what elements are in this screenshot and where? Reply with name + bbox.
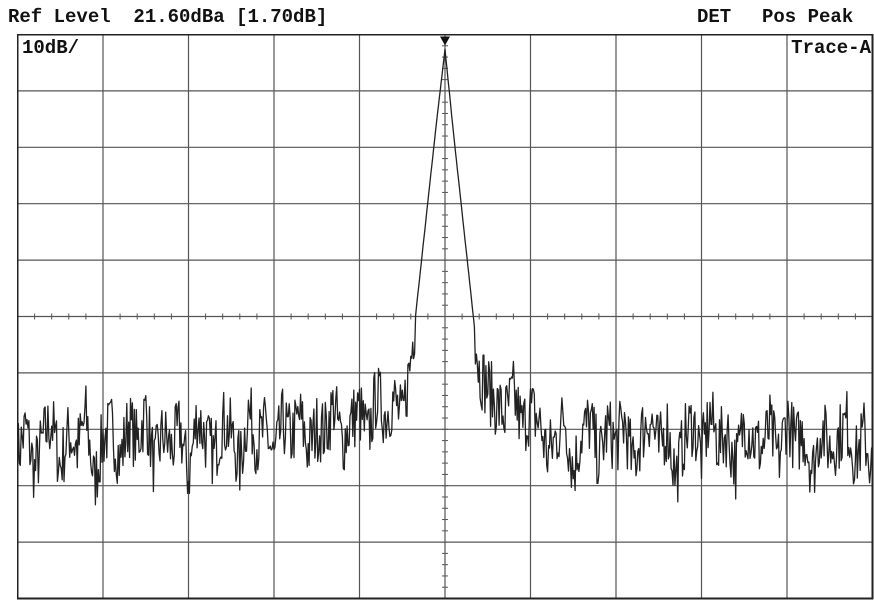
spectrum-display: 10dB/ Trace-A (17, 34, 874, 600)
instrument-header: Ref Level 21.60dBa [1.70dB] DET Pos Peak (0, 0, 874, 34)
trace-a-line (17, 48, 874, 506)
detector-label: DET (697, 6, 732, 28)
detector-mode-value: Pos Peak (762, 6, 854, 28)
peak-marker (440, 36, 450, 46)
reference-level-readout: Ref Level 21.60dBa [1.70dB] (8, 6, 328, 28)
plot-frame (17, 34, 874, 600)
vertical-scale-label: 10dB/ (22, 37, 82, 59)
trace-label: Trace-A (789, 37, 871, 59)
spectrum-plot (17, 34, 874, 600)
